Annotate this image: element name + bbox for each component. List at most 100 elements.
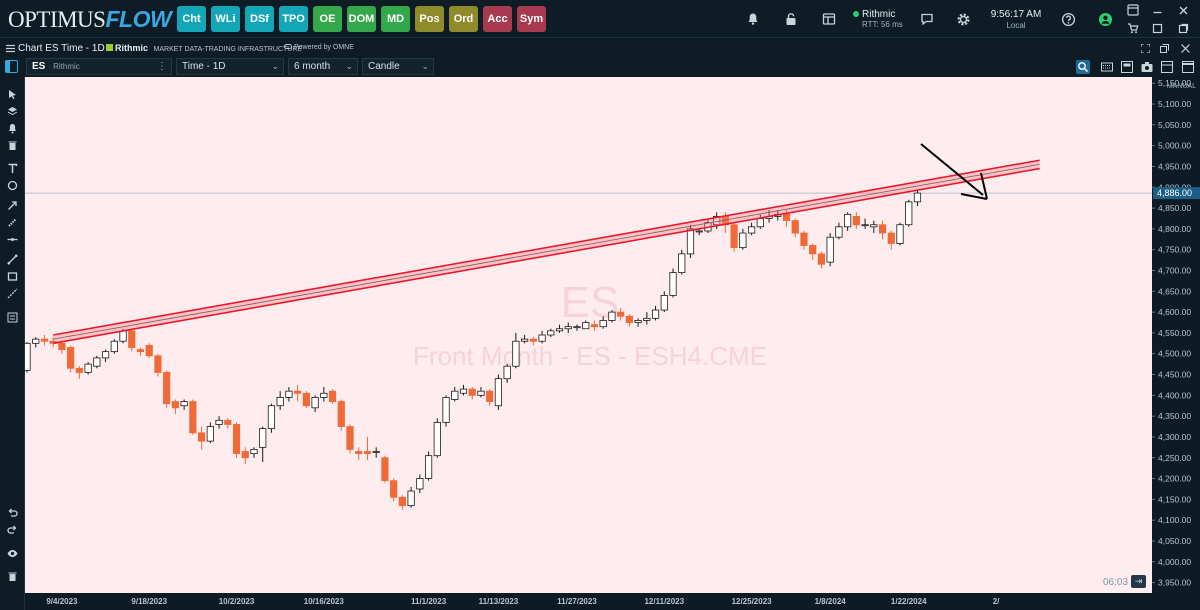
- keyboard-icon[interactable]: [1101, 61, 1113, 73]
- tool-templates[interactable]: [4, 312, 21, 327]
- candle[interactable]: [512, 332, 520, 369]
- candle[interactable]: [355, 447, 363, 460]
- workspace-button[interactable]: [1127, 0, 1139, 29]
- candle[interactable]: [887, 230, 895, 250]
- module-button-acc[interactable]: Acc: [483, 6, 512, 32]
- candle[interactable]: [896, 222, 904, 246]
- candle[interactable]: [163, 370, 171, 408]
- candle[interactable]: [407, 486, 415, 508]
- candle[interactable]: [433, 418, 441, 458]
- candle[interactable]: [878, 220, 887, 240]
- candle[interactable]: [459, 384, 468, 396]
- notifications-button[interactable]: [746, 0, 760, 38]
- module-button-dom[interactable]: DOM: [347, 6, 376, 32]
- candle[interactable]: [451, 387, 459, 402]
- candle[interactable]: [232, 422, 241, 458]
- symbol-selector[interactable]: ES Rithmic ⋮: [26, 58, 172, 75]
- tool-horizontal-line[interactable]: [4, 234, 21, 249]
- candle[interactable]: [599, 316, 607, 329]
- candle[interactable]: [477, 387, 485, 398]
- candle[interactable]: [521, 335, 529, 344]
- undo-button[interactable]: [4, 507, 21, 522]
- candle[interactable]: [110, 339, 118, 354]
- candle[interactable]: [250, 447, 258, 458]
- chart-style-dropdown[interactable]: Candle ⌄: [362, 58, 434, 75]
- candle[interactable]: [547, 328, 555, 338]
- chart-canvas[interactable]: ES Front Month - ES - ESH4.CME: [25, 77, 1152, 593]
- tool-text[interactable]: [4, 163, 21, 178]
- time-axis[interactable]: 9/4/2023 9/18/2023 10/2/2023 10/16/2023 11/1…: [25, 593, 1200, 610]
- candle[interactable]: [468, 387, 476, 400]
- candle[interactable]: [206, 422, 214, 444]
- candle[interactable]: [197, 426, 206, 450]
- tool-ellipse[interactable]: [4, 180, 21, 195]
- redo-button[interactable]: [4, 524, 21, 539]
- candle[interactable]: [189, 399, 197, 435]
- candle[interactable]: [617, 307, 625, 321]
- candle[interactable]: [337, 399, 345, 431]
- scale-mode-label[interactable]: MANUAL: [1166, 83, 1196, 90]
- connection-status[interactable]: Rithmic RTT: 56 ms: [853, 10, 903, 30]
- module-button-ord[interactable]: Ord: [449, 6, 478, 32]
- candle[interactable]: [276, 391, 284, 410]
- trend-channel-lower[interactable]: [53, 167, 1040, 345]
- candle[interactable]: [730, 222, 738, 252]
- module-button-wli[interactable]: WLi: [211, 6, 240, 32]
- lock-button[interactable]: [784, 0, 798, 38]
- candle[interactable]: [390, 478, 398, 502]
- candle[interactable]: [25, 342, 31, 373]
- visibility-toggle[interactable]: [4, 548, 21, 563]
- candle[interactable]: [67, 345, 75, 373]
- tool-arrow[interactable]: [4, 200, 21, 215]
- candle[interactable]: [573, 324, 581, 331]
- candle[interactable]: [695, 228, 703, 236]
- candle[interactable]: [800, 230, 808, 250]
- candle[interactable]: [826, 233, 834, 267]
- maximize-button[interactable]: [1178, 9, 1189, 47]
- candle[interactable]: [363, 436, 372, 460]
- candle[interactable]: [442, 395, 450, 427]
- candle[interactable]: [259, 426, 267, 462]
- period-dropdown[interactable]: Time - 1D ⌄: [176, 58, 284, 75]
- candle[interactable]: [294, 384, 302, 402]
- candle[interactable]: [503, 364, 511, 383]
- candle[interactable]: [669, 268, 677, 298]
- module-button-md[interactable]: MD: [381, 6, 410, 32]
- candle[interactable]: [171, 399, 180, 415]
- candle[interactable]: [241, 447, 249, 464]
- tool-alert[interactable]: [4, 123, 21, 138]
- layout-button[interactable]: [822, 0, 836, 38]
- module-button-cht[interactable]: Cht: [177, 6, 206, 32]
- trend-channel-upper[interactable]: [53, 159, 1040, 336]
- candle[interactable]: [844, 212, 852, 231]
- candle[interactable]: [905, 199, 913, 227]
- tool-rectangle[interactable]: [4, 271, 21, 286]
- fullscreen-icon[interactable]: [1141, 44, 1150, 53]
- candle[interactable]: [835, 222, 843, 240]
- candle[interactable]: [224, 418, 232, 429]
- close-button[interactable]: [1178, 0, 1189, 29]
- candle[interactable]: [58, 341, 66, 354]
- candle[interactable]: [285, 387, 293, 402]
- tool-trend-line[interactable]: [4, 254, 21, 269]
- remove-all-button[interactable]: [4, 571, 21, 586]
- module-button-pos[interactable]: Pos: [415, 6, 444, 32]
- restore-icon[interactable]: [1160, 44, 1169, 53]
- candle[interactable]: [870, 220, 878, 234]
- candle[interactable]: [739, 228, 747, 250]
- window-menu-icon[interactable]: [6, 44, 15, 53]
- candle[interactable]: [267, 403, 276, 433]
- candle[interactable]: [852, 212, 860, 229]
- candle[interactable]: [84, 362, 92, 375]
- range-dropdown[interactable]: 6 month ⌄: [288, 58, 358, 75]
- candle[interactable]: [564, 322, 572, 333]
- user-button[interactable]: [1098, 0, 1113, 38]
- candle[interactable]: [424, 451, 433, 481]
- candle[interactable]: [372, 447, 380, 458]
- price-chart[interactable]: ES Front Month - ES - ESH4.CME 06:03 ⇥: [25, 77, 1152, 593]
- tool-cursor[interactable]: [4, 89, 21, 104]
- tool-layers[interactable]: [4, 106, 21, 121]
- tool-brush[interactable]: [4, 217, 21, 232]
- candle[interactable]: [529, 337, 537, 346]
- candle[interactable]: [398, 495, 406, 510]
